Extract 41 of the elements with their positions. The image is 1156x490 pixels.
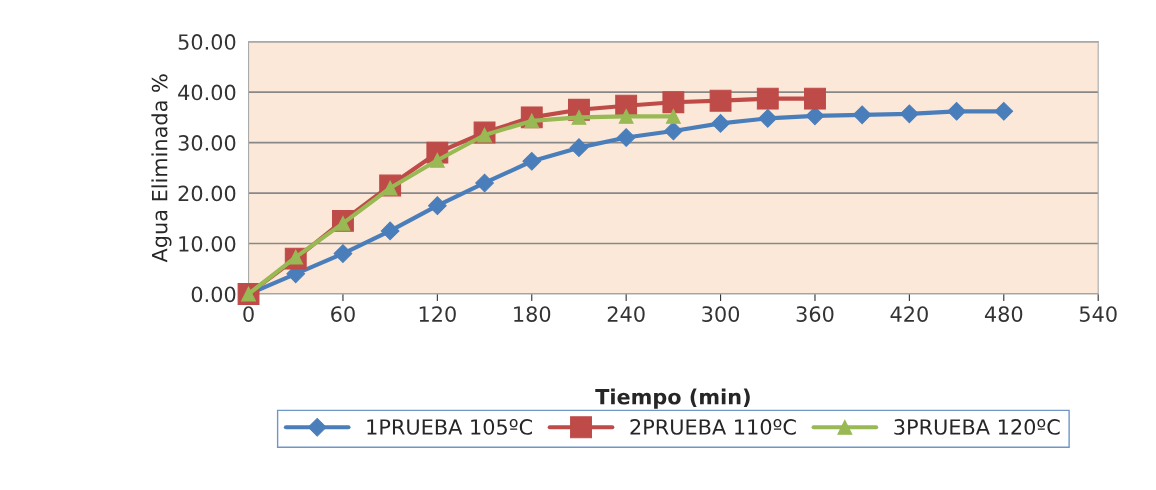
point <box>852 105 872 125</box>
point <box>333 244 353 263</box>
legend-label: 3PRUEBA 120ºC <box>894 419 1060 435</box>
y-tick-label: 50.00 <box>178 34 236 50</box>
y-tick-label: 10.00 <box>179 235 236 252</box>
point <box>804 87 826 110</box>
point <box>665 108 681 124</box>
x-tick-label: 120 <box>419 306 456 322</box>
point <box>662 91 685 114</box>
x-tick-label: 480 <box>984 306 1023 322</box>
y-tick-label: 40.00 <box>178 84 236 101</box>
point <box>475 173 494 193</box>
point <box>664 121 683 141</box>
x-tick-label: 360 <box>796 306 834 322</box>
point <box>522 151 542 171</box>
x-tick-label: 180 <box>514 306 551 322</box>
x-tick-label: 240 <box>607 306 645 322</box>
x-axis-title: Tiempo (min) <box>595 388 750 409</box>
point <box>569 138 589 157</box>
point <box>427 196 447 216</box>
y-tick-label: 20.00 <box>178 185 236 202</box>
x-tick-label: 60 <box>331 306 355 322</box>
legend-label: 1PRUEBA 105ºC <box>367 419 532 435</box>
point <box>616 128 636 147</box>
y-tick-label: 0.00 <box>191 286 236 303</box>
point <box>756 87 779 110</box>
point <box>758 109 778 128</box>
x-tick-label: 300 <box>702 306 740 322</box>
y-axis-title: Agua Eliminada % <box>151 74 172 263</box>
legend-label: 2PRUEBA 110ºC <box>630 419 796 435</box>
point <box>711 114 730 133</box>
y-tick-label: 30.00 <box>178 135 236 151</box>
x-tick-label: 540 <box>1079 306 1117 322</box>
point <box>947 101 966 121</box>
point <box>994 101 1014 121</box>
x-tick-label: 0 <box>243 306 254 322</box>
point <box>900 104 919 124</box>
x-tick-label: 420 <box>890 306 928 322</box>
point <box>380 221 400 241</box>
point <box>618 108 634 124</box>
point <box>709 89 732 112</box>
